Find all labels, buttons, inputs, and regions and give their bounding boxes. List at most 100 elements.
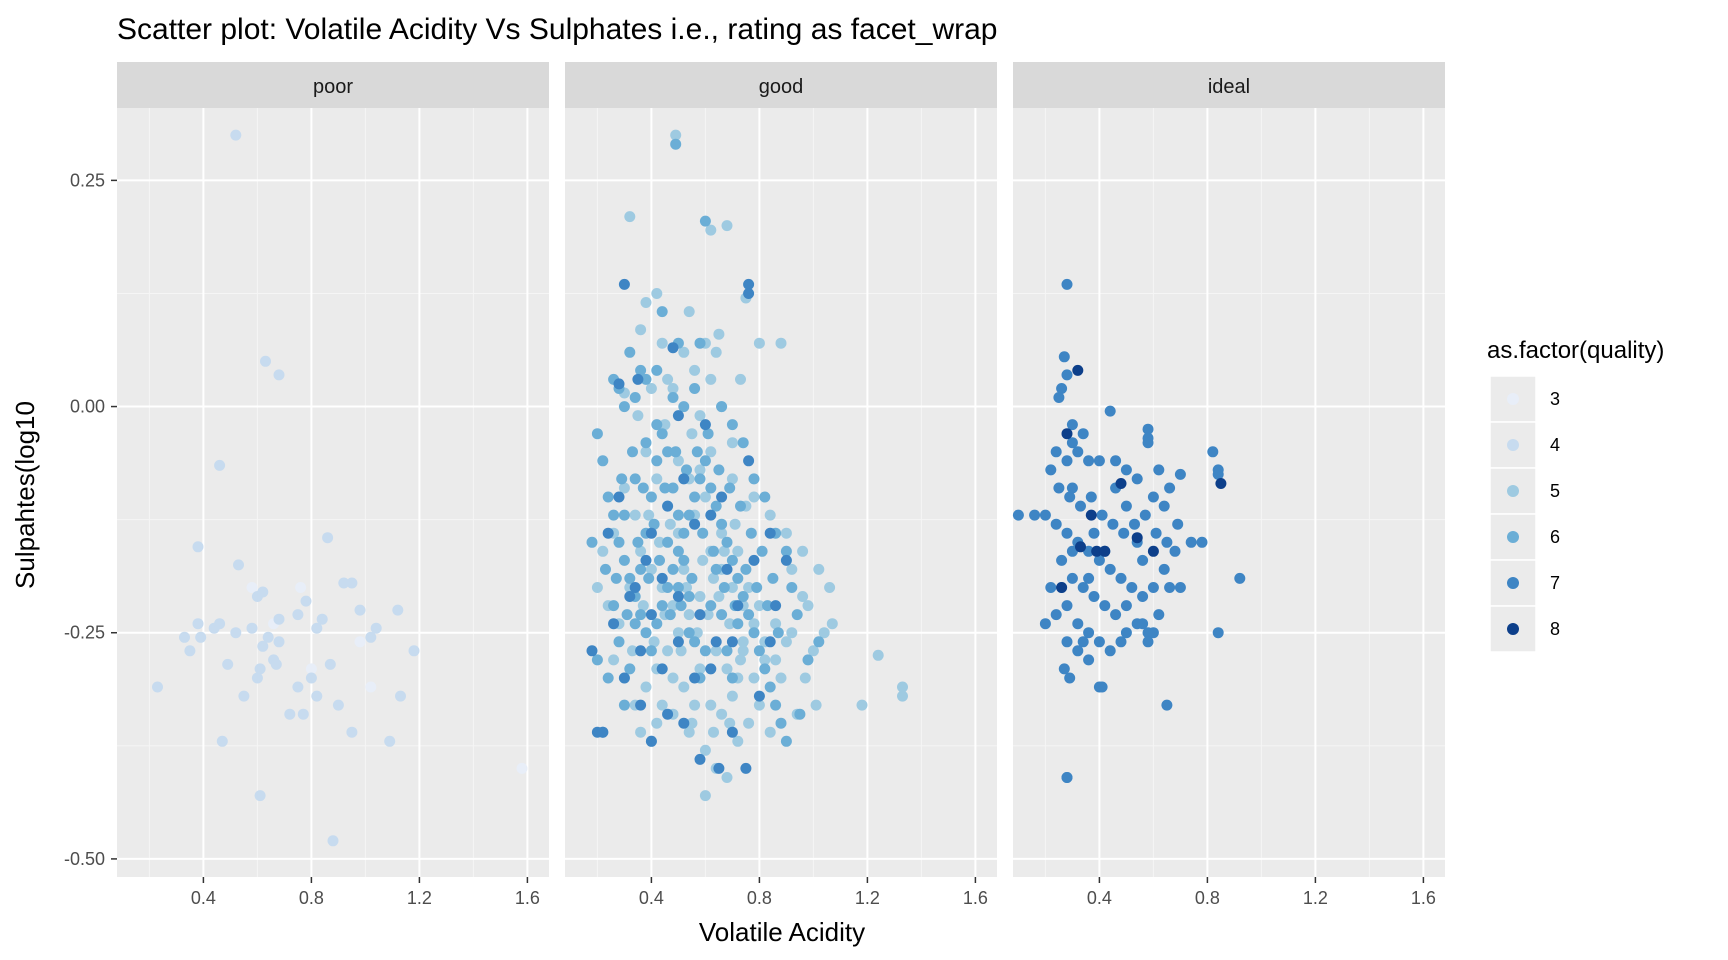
data-point [516, 762, 528, 774]
data-point [743, 278, 755, 290]
data-point [743, 582, 755, 593]
x-tick-label: 0.8 [299, 888, 324, 908]
data-point [662, 536, 674, 548]
data-point [716, 609, 728, 621]
data-point [629, 509, 641, 521]
data-point [1077, 582, 1089, 593]
data-point [643, 509, 655, 521]
data-point [270, 658, 282, 670]
data-point [648, 518, 660, 530]
data-point [1072, 364, 1084, 376]
data-point [672, 582, 684, 593]
data-point [392, 604, 404, 616]
data-point [632, 410, 644, 422]
data-point [735, 373, 746, 385]
data-point [662, 500, 674, 512]
data-point [732, 545, 744, 557]
data-point [689, 364, 701, 376]
data-point [667, 672, 679, 684]
data-point [708, 572, 719, 584]
data-point [683, 306, 695, 318]
data-point [767, 572, 779, 584]
data-point [1196, 536, 1208, 548]
data-point [897, 681, 908, 693]
data-point [230, 627, 242, 639]
data-point [807, 645, 819, 657]
data-point [678, 681, 690, 693]
data-point [216, 735, 228, 747]
data-point [694, 591, 706, 602]
legend-label: 8 [1550, 619, 1560, 639]
data-point [632, 373, 644, 385]
facet-strip-label: poor [313, 76, 353, 98]
legend-key-point [1507, 439, 1519, 451]
data-point [662, 645, 674, 657]
legend-key-point [1507, 577, 1519, 589]
data-point [624, 211, 636, 223]
data-point [257, 640, 269, 652]
data-point [257, 586, 269, 598]
data-point [1058, 663, 1070, 675]
data-point [694, 753, 706, 765]
data-point [735, 654, 746, 666]
data-point [721, 663, 733, 675]
data-point [780, 636, 792, 648]
data-point [721, 772, 733, 783]
data-point [1056, 383, 1068, 394]
data-point [694, 337, 706, 349]
data-point [705, 699, 717, 711]
data-point [635, 699, 647, 711]
data-point [721, 536, 733, 548]
data-point [780, 554, 792, 566]
data-point [753, 337, 765, 349]
data-point [678, 346, 690, 358]
chart-title: Scatter plot: Volatile Acidity Vs Sulpha… [117, 13, 997, 46]
data-point [616, 473, 628, 485]
data-point [732, 735, 744, 747]
data-point [759, 491, 771, 503]
data-point [740, 563, 752, 575]
data-point [1066, 572, 1078, 584]
data-point [251, 672, 263, 684]
data-point [370, 622, 382, 634]
data-point [608, 600, 620, 612]
data-point [667, 482, 679, 494]
data-point [273, 636, 285, 648]
facet-strip [565, 62, 997, 108]
data-point [1072, 446, 1084, 458]
data-point [1056, 582, 1068, 593]
data-point [667, 342, 679, 354]
legend-item: 6 [1489, 513, 1560, 561]
data-point [610, 572, 622, 584]
data-point [214, 618, 226, 630]
data-point [683, 509, 695, 521]
data-point [384, 735, 396, 747]
data-point [1083, 545, 1095, 557]
data-point [1215, 478, 1227, 489]
data-point [645, 491, 657, 503]
data-point [1212, 627, 1224, 639]
data-point [748, 473, 760, 485]
data-point [664, 518, 676, 530]
data-point [613, 636, 625, 648]
facet-panel-background [565, 108, 997, 877]
data-point [643, 572, 655, 584]
data-point [699, 744, 711, 756]
x-tick-label: 1.2 [407, 888, 432, 908]
data-point [689, 672, 701, 684]
data-point [586, 645, 598, 657]
data-point [683, 591, 695, 602]
data-point [1118, 527, 1130, 539]
data-point [316, 613, 328, 625]
data-point [305, 672, 317, 684]
data-point [656, 428, 668, 440]
data-point [694, 473, 706, 485]
data-point [1104, 645, 1116, 657]
data-point [678, 401, 690, 413]
data-point [1093, 554, 1105, 566]
x-tick-label: 0.8 [1195, 888, 1220, 908]
data-point [743, 609, 755, 621]
data-point [724, 618, 736, 630]
data-point [1053, 482, 1065, 494]
data-point [689, 518, 701, 530]
